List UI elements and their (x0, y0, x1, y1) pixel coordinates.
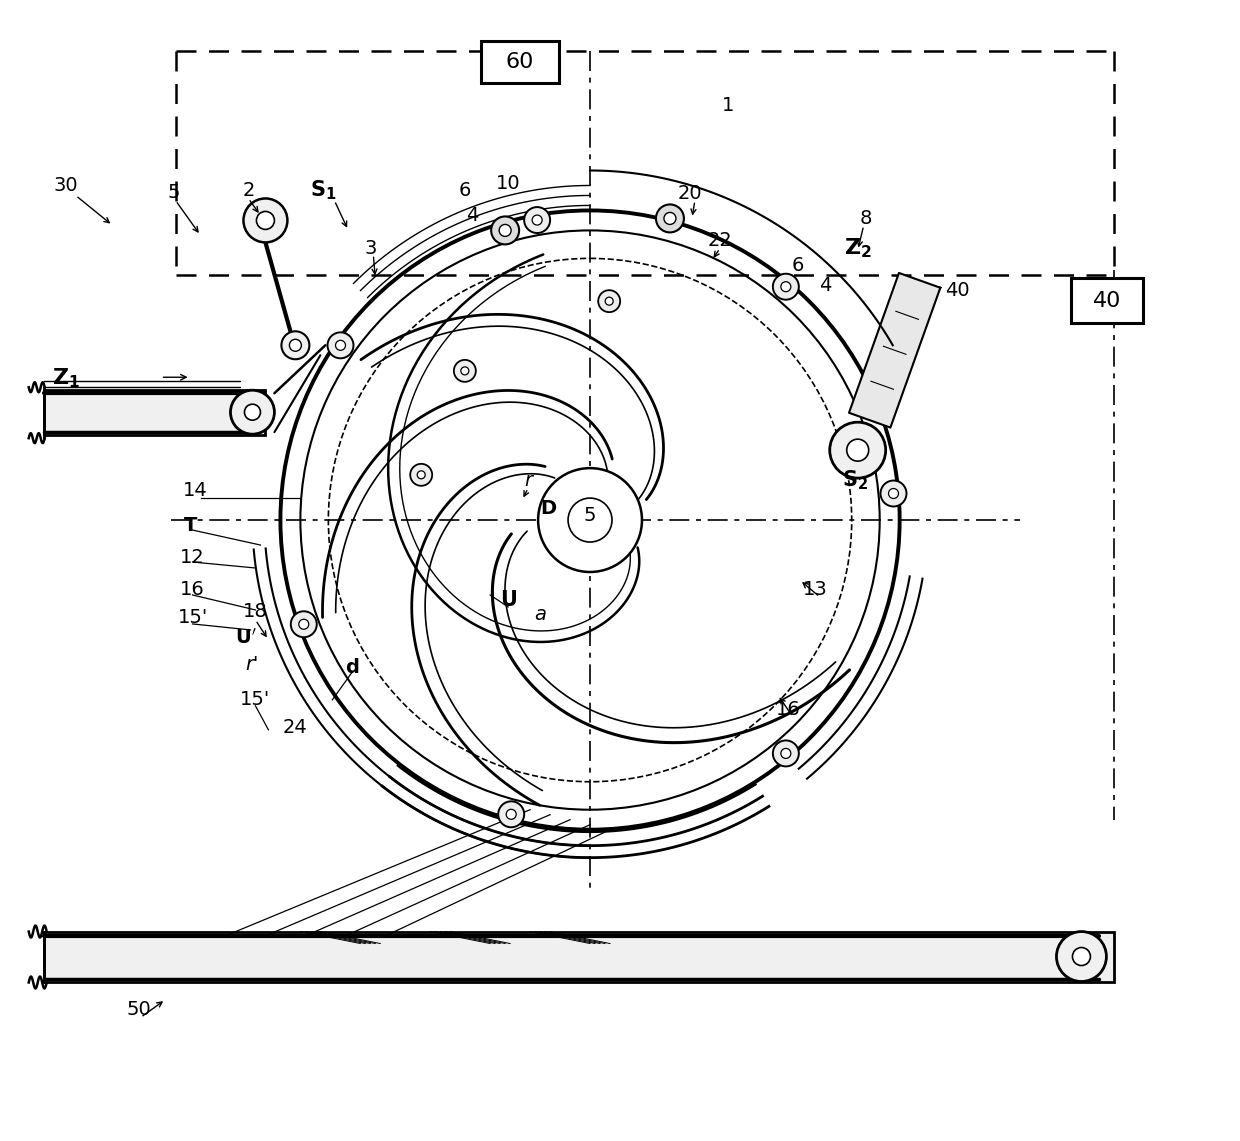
Circle shape (289, 339, 301, 351)
Text: $\mathbf{U'}$: $\mathbf{U'}$ (234, 628, 257, 648)
Circle shape (605, 297, 614, 305)
Text: 16: 16 (775, 701, 800, 719)
Circle shape (663, 212, 676, 225)
Circle shape (500, 225, 511, 236)
Text: 13: 13 (802, 581, 827, 599)
Circle shape (231, 390, 274, 435)
Text: 15': 15' (241, 690, 270, 710)
Circle shape (257, 211, 274, 229)
Circle shape (243, 199, 288, 242)
Text: r': r' (246, 655, 259, 674)
Circle shape (506, 809, 516, 819)
Circle shape (532, 215, 542, 225)
Text: a: a (534, 606, 546, 624)
Text: d: d (346, 658, 360, 678)
Circle shape (773, 274, 799, 300)
Text: 5: 5 (584, 505, 596, 525)
Text: 20: 20 (677, 184, 702, 203)
Text: 24: 24 (283, 719, 308, 737)
Text: 5: 5 (167, 183, 180, 202)
Circle shape (417, 471, 425, 479)
Circle shape (281, 331, 309, 359)
Text: 12: 12 (180, 548, 205, 567)
Circle shape (598, 290, 620, 313)
Text: D: D (541, 499, 557, 518)
Circle shape (498, 801, 525, 827)
Text: 16: 16 (180, 581, 205, 599)
Text: 22: 22 (708, 230, 733, 250)
Text: 60: 60 (506, 51, 534, 72)
Text: $\mathbf{Z_1}$: $\mathbf{Z_1}$ (52, 366, 79, 390)
Circle shape (880, 480, 906, 507)
Circle shape (889, 488, 899, 499)
Circle shape (773, 741, 799, 767)
Text: 1: 1 (722, 96, 734, 115)
Circle shape (291, 612, 316, 637)
Circle shape (461, 367, 469, 375)
Circle shape (781, 748, 791, 759)
Text: 30: 30 (53, 176, 78, 195)
Text: 40: 40 (1094, 291, 1122, 310)
Bar (43, 931, 1115, 982)
Text: $\mathbf{S_2}$: $\mathbf{S_2}$ (842, 468, 868, 492)
Text: 4: 4 (818, 276, 831, 294)
Text: 14: 14 (184, 480, 208, 500)
Text: T: T (184, 516, 197, 534)
Circle shape (830, 422, 885, 478)
Text: 8: 8 (859, 209, 872, 228)
Text: $\mathbf{S_1}$: $\mathbf{S_1}$ (310, 179, 336, 202)
Text: r: r (525, 470, 532, 489)
Text: 40: 40 (945, 281, 970, 300)
Bar (481, 41, 559, 82)
Text: 6: 6 (791, 256, 804, 275)
Bar (43, 390, 265, 435)
Text: 2: 2 (242, 181, 254, 200)
Text: 4: 4 (466, 205, 479, 225)
Circle shape (1073, 947, 1090, 965)
Circle shape (568, 499, 613, 542)
Circle shape (410, 464, 433, 486)
Text: 50: 50 (126, 1000, 151, 1019)
Circle shape (1056, 931, 1106, 981)
Circle shape (299, 620, 309, 629)
Circle shape (538, 468, 642, 572)
Text: $\mathbf{Z_2}$: $\mathbf{Z_2}$ (843, 236, 872, 260)
Circle shape (336, 340, 346, 350)
Text: 15': 15' (177, 608, 207, 628)
Circle shape (327, 332, 353, 358)
Text: 10: 10 (496, 173, 521, 193)
Text: 3: 3 (365, 238, 377, 258)
Circle shape (525, 207, 551, 233)
Text: 18: 18 (243, 602, 268, 622)
Circle shape (847, 439, 869, 461)
Text: $\mathbf{U}$: $\mathbf{U}$ (500, 590, 517, 610)
Circle shape (454, 359, 476, 382)
Circle shape (656, 204, 684, 233)
Circle shape (491, 217, 520, 244)
Circle shape (781, 282, 791, 292)
Bar (1071, 278, 1143, 323)
Polygon shape (849, 273, 940, 428)
Text: 6: 6 (459, 181, 471, 200)
Circle shape (244, 404, 260, 420)
